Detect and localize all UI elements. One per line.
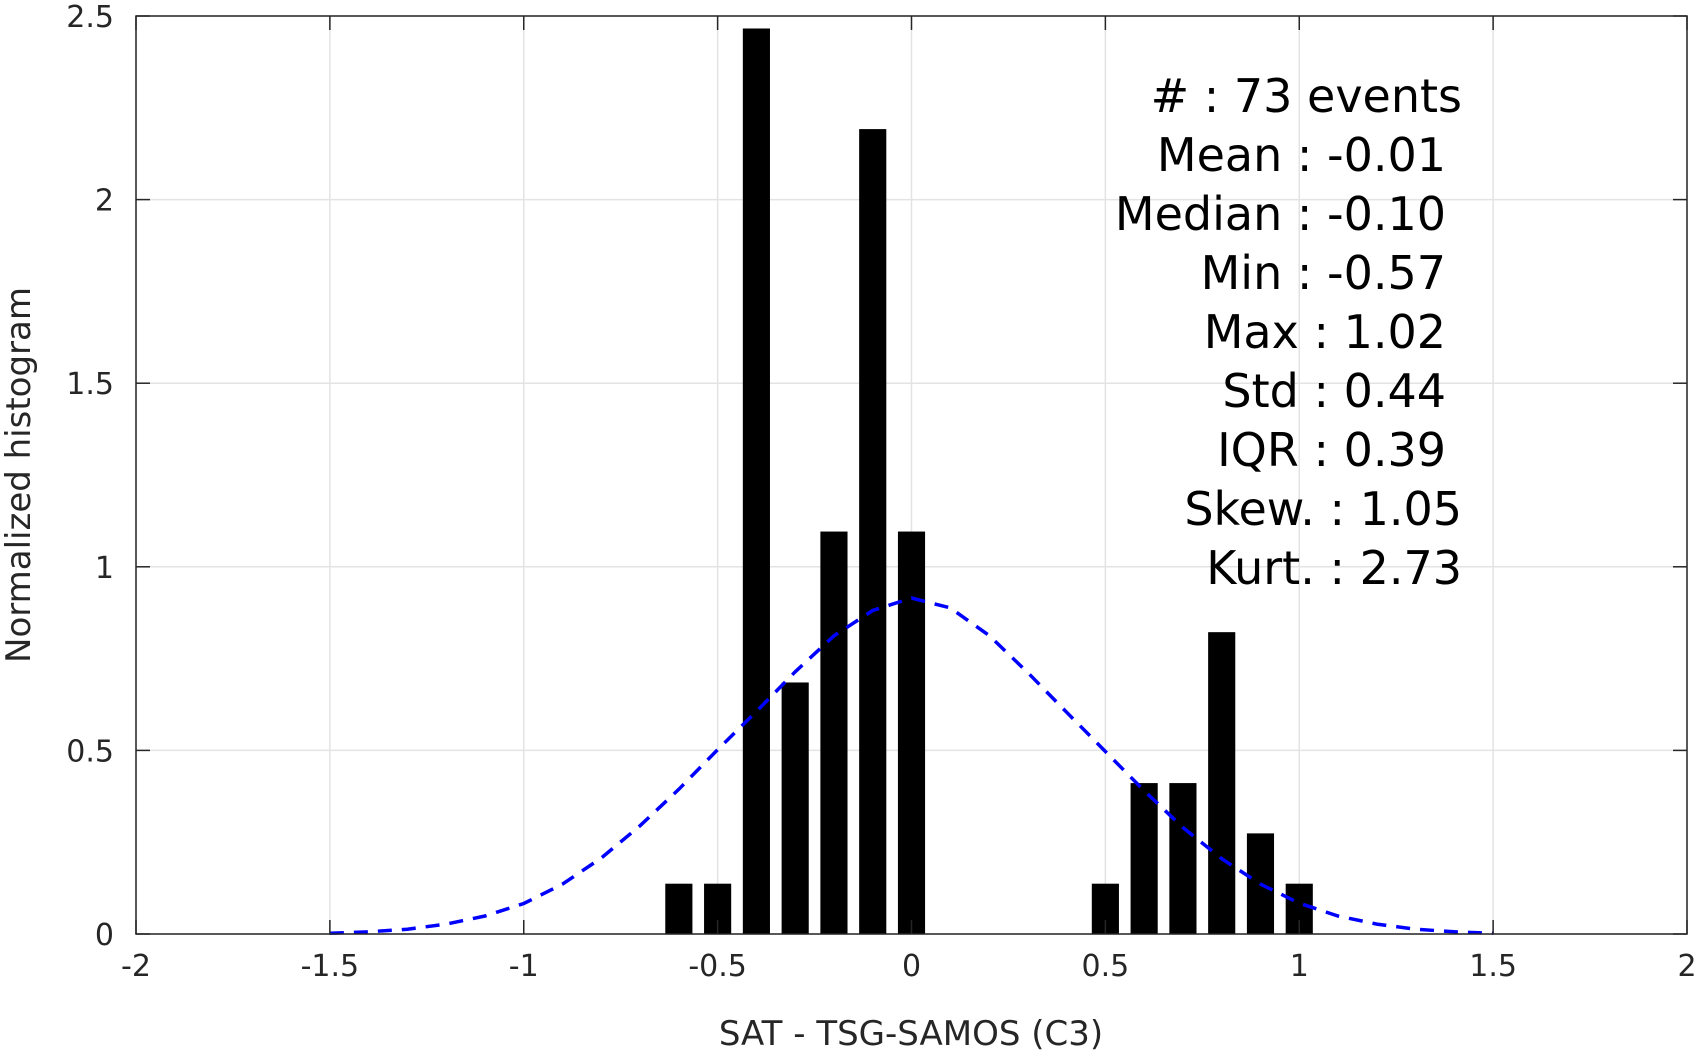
stats-line: Median : -0.10 (1115, 187, 1446, 241)
x-axis-label: SAT - TSG-SAMOS (C3) (719, 1014, 1103, 1053)
y-tick-label: 0.5 (66, 734, 114, 769)
stats-line: # : 73 events (1151, 69, 1462, 123)
x-tick-label: 2 (1677, 949, 1696, 984)
x-tick-label: -1 (509, 949, 539, 984)
stats-line: Skew. : 1.05 (1184, 482, 1462, 536)
x-tick-labels: -2 -1.5 -1 -0.5 0 0.5 1 1.5 2 (121, 949, 1697, 984)
y-tick-label: 1 (95, 551, 114, 586)
stats-line: Kurt. : 2.73 (1206, 541, 1462, 595)
y-tick-label: 2 (95, 184, 114, 219)
y-tick-label: 1.5 (66, 367, 114, 402)
y-tick-label: 2.5 (66, 0, 114, 35)
x-tick-label: 0 (902, 949, 921, 984)
stats-line: Std : 0.44 (1222, 364, 1446, 418)
y-tick-labels: 0 0.5 1 1.5 2 2.5 (66, 0, 114, 953)
histogram-bar (781, 682, 809, 934)
x-tick-label: -2 (121, 949, 151, 984)
histogram-bar (897, 531, 926, 934)
stats-line: Mean : -0.01 (1157, 128, 1446, 182)
fit-curve (329, 596, 1494, 936)
histogram-bar (1169, 783, 1197, 934)
x-tick-label: 1 (1290, 949, 1309, 984)
histogram-bar (742, 28, 770, 934)
stats-line: Min : -0.57 (1201, 246, 1446, 300)
histogram-bar (1208, 632, 1236, 934)
stats-line: IQR : 0.39 (1217, 423, 1446, 477)
histogram-bar (820, 531, 848, 934)
x-tick-label: -0.5 (688, 949, 747, 984)
x-tick-label: -1.5 (301, 949, 360, 984)
axis-ticks (135, 15, 1688, 935)
stats-line: Max : 1.02 (1204, 305, 1446, 359)
histogram-bar (1130, 783, 1158, 934)
y-axis-label: Normalized histogram (0, 287, 39, 663)
normal-fit-curve (329, 596, 1494, 936)
histogram-bar (665, 883, 693, 934)
histogram-bar (859, 129, 887, 934)
x-tick-label: 0.5 (1082, 949, 1130, 984)
x-tick-label: 1.5 (1469, 949, 1517, 984)
y-tick-label: 0 (95, 918, 114, 953)
